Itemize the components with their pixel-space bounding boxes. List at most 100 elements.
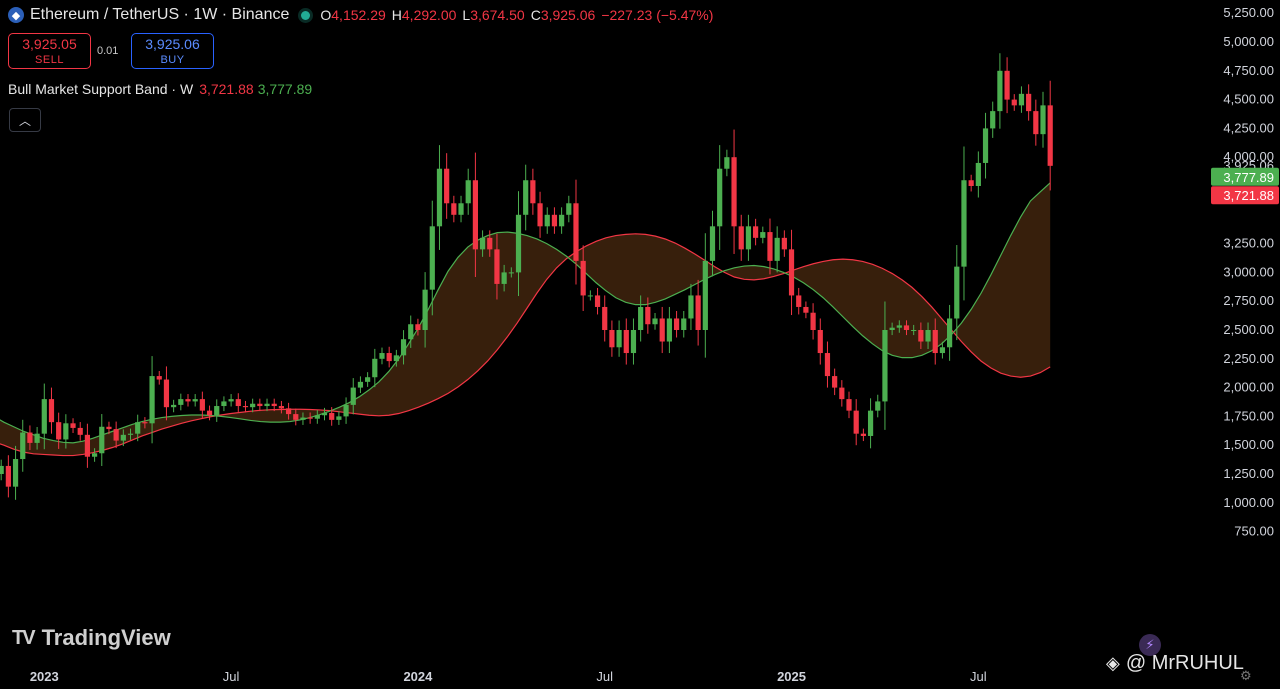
candle-body[interactable] xyxy=(559,214,565,227)
candle-body[interactable] xyxy=(20,432,26,460)
candle-body[interactable] xyxy=(947,318,953,348)
candle-body[interactable] xyxy=(508,272,514,274)
candle-body[interactable] xyxy=(156,376,162,380)
candle-body[interactable] xyxy=(408,324,414,340)
candle-body[interactable] xyxy=(34,433,40,443)
candle-body[interactable] xyxy=(178,399,184,405)
candle-body[interactable] xyxy=(954,266,960,319)
lightning-icon[interactable]: ⚡ xyxy=(1139,634,1161,656)
candle-body[interactable] xyxy=(867,410,874,436)
candle-body[interactable] xyxy=(1040,105,1046,135)
candle-body[interactable] xyxy=(609,330,615,348)
candle-body[interactable] xyxy=(652,318,658,325)
candle-body[interactable] xyxy=(250,403,256,408)
candle-body[interactable] xyxy=(171,404,177,408)
candle-body[interactable] xyxy=(630,330,637,354)
candle-body[interactable] xyxy=(645,306,651,325)
candle-body[interactable] xyxy=(487,237,493,250)
candle-body[interactable] xyxy=(530,180,536,204)
candle-body[interactable] xyxy=(393,355,399,362)
candle-body[interactable] xyxy=(494,249,500,284)
candle-body[interactable] xyxy=(580,260,586,296)
gear-icon[interactable]: ⚙ xyxy=(1240,668,1252,683)
candle-body[interactable] xyxy=(357,381,364,388)
candle-body[interactable] xyxy=(379,353,385,359)
candle-body[interactable] xyxy=(695,295,701,330)
candle-body[interactable] xyxy=(458,203,464,215)
candle-body[interactable] xyxy=(5,465,11,487)
candle-body[interactable] xyxy=(587,295,593,297)
candle-body[interactable] xyxy=(451,203,457,215)
candle-body[interactable] xyxy=(472,180,478,250)
collapse-legend-button[interactable]: ︿ xyxy=(9,108,41,132)
candle-body[interactable] xyxy=(365,377,371,382)
candle-body[interactable] xyxy=(997,70,1003,112)
candle-body[interactable] xyxy=(63,423,69,440)
candle-body[interactable] xyxy=(257,403,263,407)
candle-body[interactable] xyxy=(264,403,270,407)
candle-body[interactable] xyxy=(623,330,629,354)
candle-body[interactable] xyxy=(573,203,579,261)
candle-body[interactable] xyxy=(1018,93,1025,106)
candle-body[interactable] xyxy=(465,180,471,204)
candle-body[interactable] xyxy=(832,376,838,388)
candle-body[interactable] xyxy=(1004,70,1010,100)
candle-body[interactable] xyxy=(321,412,328,416)
candle-body[interactable] xyxy=(307,417,313,419)
candle-body[interactable] xyxy=(781,237,787,250)
candle-body[interactable] xyxy=(314,415,320,419)
candle-body[interactable] xyxy=(846,399,852,411)
candle-body[interactable] xyxy=(738,226,744,250)
candle-body[interactable] xyxy=(760,232,766,238)
candle-body[interactable] xyxy=(616,330,622,348)
candle-body[interactable] xyxy=(422,289,428,330)
candle-body[interactable] xyxy=(602,306,608,330)
candle-body[interactable] xyxy=(709,226,716,261)
candle-body[interactable] xyxy=(717,168,723,227)
candle-body[interactable] xyxy=(135,422,141,434)
candle-body[interactable] xyxy=(961,180,967,267)
candle-body[interactable] xyxy=(817,330,823,354)
candle-body[interactable] xyxy=(386,353,392,362)
candle-body[interactable] xyxy=(903,325,910,330)
candle-body[interactable] xyxy=(12,459,19,487)
candle-body[interactable] xyxy=(523,180,529,215)
candle-body[interactable] xyxy=(925,330,931,342)
candle-body[interactable] xyxy=(99,426,105,454)
candle-body[interactable] xyxy=(84,434,91,457)
candle-body[interactable] xyxy=(113,429,119,441)
candle-body[interactable] xyxy=(803,306,809,313)
candle-body[interactable] xyxy=(939,347,946,354)
candle-body[interactable] xyxy=(436,168,443,227)
candle-body[interactable] xyxy=(731,157,737,227)
candle-body[interactable] xyxy=(889,327,895,330)
candle-body[interactable] xyxy=(429,226,435,290)
candle-body[interactable] xyxy=(70,423,76,428)
candle-body[interactable] xyxy=(336,416,342,420)
candle-body[interactable] xyxy=(221,401,227,407)
candle-body[interactable] xyxy=(372,358,378,378)
sell-button[interactable]: 3,925.05 SELL xyxy=(8,33,91,69)
candle-body[interactable] xyxy=(142,422,148,424)
candle-body[interactable] xyxy=(278,406,284,409)
candle-body[interactable] xyxy=(638,306,644,330)
candle-body[interactable] xyxy=(975,162,981,186)
candle-body[interactable] xyxy=(48,399,55,423)
candle-body[interactable] xyxy=(753,226,759,238)
candle-body[interactable] xyxy=(206,410,213,416)
candle-body[interactable] xyxy=(796,295,802,307)
candle-body[interactable] xyxy=(1033,111,1039,135)
candle-body[interactable] xyxy=(0,465,4,474)
candle-body[interactable] xyxy=(968,180,974,186)
candle-body[interactable] xyxy=(77,427,83,435)
candle-body[interactable] xyxy=(896,325,902,328)
candle-body[interactable] xyxy=(788,249,795,296)
candle-body[interactable] xyxy=(702,260,708,330)
candle-body[interactable] xyxy=(745,226,752,250)
candle-body[interactable] xyxy=(343,404,349,417)
candle-body[interactable] xyxy=(666,318,672,342)
candle-body[interactable] xyxy=(329,412,335,420)
candle-body[interactable] xyxy=(659,318,665,342)
candle-body[interactable] xyxy=(479,237,486,250)
